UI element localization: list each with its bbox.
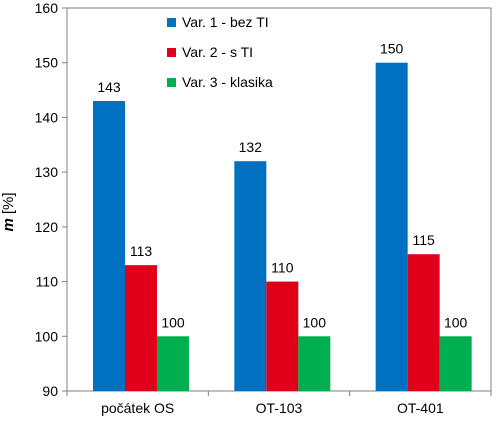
legend-swatch (167, 78, 176, 87)
legend-label: Var. 1 - bez TI (182, 14, 269, 30)
y-tick-label: 100 (35, 328, 59, 344)
x-tick-label: počátek OS (101, 400, 174, 416)
y-tick-label: 120 (35, 219, 59, 235)
legend: Var. 1 - bez TI Var. 2 - s TI Var. 3 - kla… (167, 14, 273, 90)
data-label: 100 (161, 314, 185, 330)
x-tick-label: OT-401 (397, 400, 444, 416)
data-label: 100 (303, 314, 327, 330)
bar (439, 336, 472, 391)
data-label: 132 (239, 139, 263, 155)
bar (266, 281, 299, 391)
data-label: 100 (444, 314, 468, 330)
y-tick-label: 140 (35, 109, 59, 125)
bar (93, 101, 125, 391)
y-axis-label-variable: m (0, 218, 17, 231)
y-axis-label-unit: [%] (0, 192, 17, 214)
y-tick-label: 110 (36, 274, 59, 290)
bar (157, 336, 189, 391)
bar (298, 336, 331, 391)
data-label: 115 (413, 232, 436, 248)
bar (407, 254, 440, 391)
y-tick-label: 130 (35, 164, 59, 180)
bar (125, 265, 157, 391)
bar (375, 62, 408, 391)
bar (234, 161, 267, 391)
data-label: 143 (97, 79, 121, 95)
plot-area: 90 100 110 120 130 140 150 160 143 113 100 počátek … (35, 0, 492, 416)
data-label: 150 (380, 41, 404, 57)
y-axis-label: m [%] (0, 192, 17, 231)
legend-swatch (167, 18, 176, 27)
x-tick-label: OT-103 (256, 400, 303, 416)
data-label: 110 (271, 260, 294, 276)
y-tick-label: 90 (42, 383, 58, 399)
y-tick-label: 150 (35, 55, 59, 71)
y-tick-label: 160 (35, 0, 59, 16)
legend-label: Var. 2 - s TI (182, 44, 253, 60)
legend-label: Var. 3 - klasika (182, 74, 273, 90)
legend-swatch (167, 48, 176, 57)
data-label: 113 (130, 243, 153, 259)
